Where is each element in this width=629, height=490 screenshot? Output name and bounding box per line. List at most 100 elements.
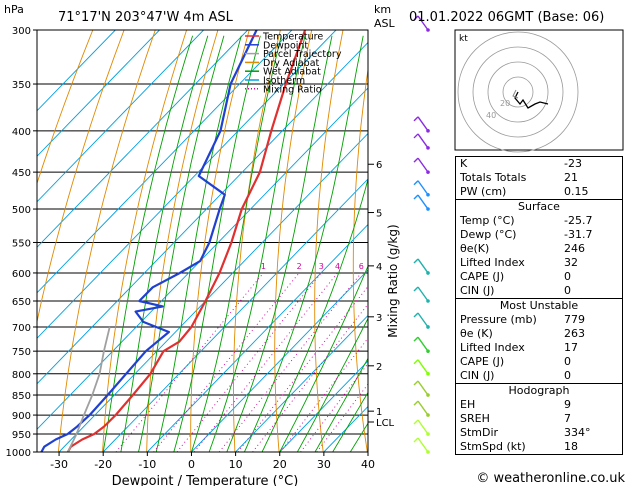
stat-label: CIN (J) [460, 369, 494, 383]
stat-value: 0.15 [564, 185, 618, 199]
stat-label: SREH [460, 412, 490, 426]
wind-barb-icon [418, 381, 428, 395]
km-tick-label: LCL [376, 418, 395, 429]
stat-row: K-23 [456, 157, 622, 171]
stat-value: -23 [564, 157, 618, 171]
wind-barb-icon [418, 420, 428, 434]
wind-barb-icon [426, 207, 430, 211]
stat-row: SREH 7 [456, 412, 622, 426]
stat-label: CIN (J) [460, 284, 494, 298]
km-tick-label: 2 [376, 362, 382, 373]
stat-label: StmSpd (kt) [460, 440, 526, 454]
km-tick-label: 6 [376, 160, 382, 171]
wind-barb-icon [418, 134, 428, 148]
x-tick-label: 10 [229, 458, 243, 471]
wind-barb-icon [418, 259, 428, 273]
x-tick-label: 40 [361, 458, 375, 471]
stat-row: θe (K)263 [456, 327, 622, 341]
pressure-tick-label: 750 [12, 347, 31, 358]
dry-adiabat-line [58, 30, 155, 452]
pressure-tick-label: 450 [12, 168, 31, 179]
stat-label: Totals Totals [460, 171, 526, 185]
stat-label: Lifted Index [460, 341, 525, 355]
pressure-tick-label: 700 [12, 323, 31, 334]
wind-barb-icon [414, 420, 418, 424]
stat-value: 0 [564, 284, 618, 298]
stat-row: CAPE (J)0 [456, 355, 622, 369]
dry-adiabat-line [353, 30, 374, 452]
wind-barb-icon [414, 313, 418, 317]
mixing-ratio-line [301, 273, 438, 452]
wind-barb-icon [414, 158, 418, 162]
pressure-tick-label: 850 [12, 391, 31, 402]
x-tick-label: -20 [94, 458, 112, 471]
dry-adiabat-line [147, 30, 218, 452]
stat-value: 334° [564, 426, 618, 440]
wind-barb-icon [426, 413, 430, 417]
profile-dewpoint [41, 30, 256, 452]
wind-barb-icon [418, 181, 428, 195]
stat-value: 0 [564, 369, 618, 383]
wind-barb-icon [414, 381, 418, 385]
hodograph-stats-header: Hodograph [456, 384, 622, 398]
x-tick-label: -30 [50, 458, 68, 471]
pressure-tick-label: 650 [12, 297, 31, 308]
stat-row: Temp (°C) -25.7 [456, 214, 622, 228]
x-axis-label: Dewpoint / Temperature (°C) [112, 474, 299, 486]
wet-adiabat-line [192, 36, 282, 452]
pressure-unit-label: hPa [4, 3, 24, 16]
stat-value: 263 [564, 327, 618, 341]
wind-barb-icon [426, 393, 430, 397]
pressure-tick-label: 300 [12, 26, 31, 37]
surface-header: Surface [456, 200, 622, 214]
asl-unit-label: ASL [374, 17, 396, 30]
wind-barb-icon [418, 313, 428, 327]
stat-value: 32 [564, 256, 618, 270]
stat-value: 18 [564, 440, 618, 454]
dry-adiabat-line [625, 30, 629, 452]
wind-barb-icon [426, 193, 430, 197]
x-tick-label: 30 [317, 458, 331, 471]
stat-row: Dewp (°C)-31.7 [456, 228, 622, 242]
stat-row: StmSpd (kt) 18 [456, 440, 622, 454]
pressure-tick-label: 500 [12, 205, 31, 216]
stat-value: 7 [564, 412, 618, 426]
stat-value: -25.7 [564, 214, 618, 228]
isotherm-line [15, 30, 424, 452]
mixing-ratio-axis-label: Mixing Ratio (g/kg) [386, 224, 400, 337]
wind-barb-icon [426, 325, 430, 329]
mixing-ratio-line [177, 273, 321, 452]
wind-barb-icon [426, 146, 430, 150]
stat-label: Dewp (°C) [460, 228, 516, 242]
stat-label: Temp (°C) [460, 214, 515, 228]
wind-barb-icon [414, 181, 418, 185]
stat-value: 0 [564, 270, 618, 284]
pressure-tick-label: 950 [12, 430, 31, 441]
mixing-ratio-label: 15 [414, 262, 424, 271]
wind-barb-icon [418, 117, 428, 131]
stat-value: 779 [564, 313, 618, 327]
wind-barb-icon [426, 299, 430, 303]
wind-barb-icon [426, 372, 430, 376]
stat-label: PW (cm) [460, 185, 506, 199]
stat-row: CIN (J) 0 [456, 284, 622, 298]
wind-barb-icon [418, 337, 428, 351]
wind-barb-icon [418, 438, 428, 452]
pressure-tick-label: 400 [12, 127, 31, 138]
mixing-ratio-label: 3 [319, 262, 324, 271]
pressure-tick-label: 350 [12, 80, 31, 91]
wind-barb-icon [426, 432, 430, 436]
km-unit-label: km [374, 3, 391, 16]
mixing-ratio-label: 4 [335, 262, 340, 271]
wind-barb-icon [414, 337, 418, 341]
x-tick-label: -10 [138, 458, 156, 471]
hodograph-unit-label: kt [459, 34, 468, 44]
wind-barb-icon [414, 259, 418, 263]
stat-label: EH [460, 398, 475, 412]
